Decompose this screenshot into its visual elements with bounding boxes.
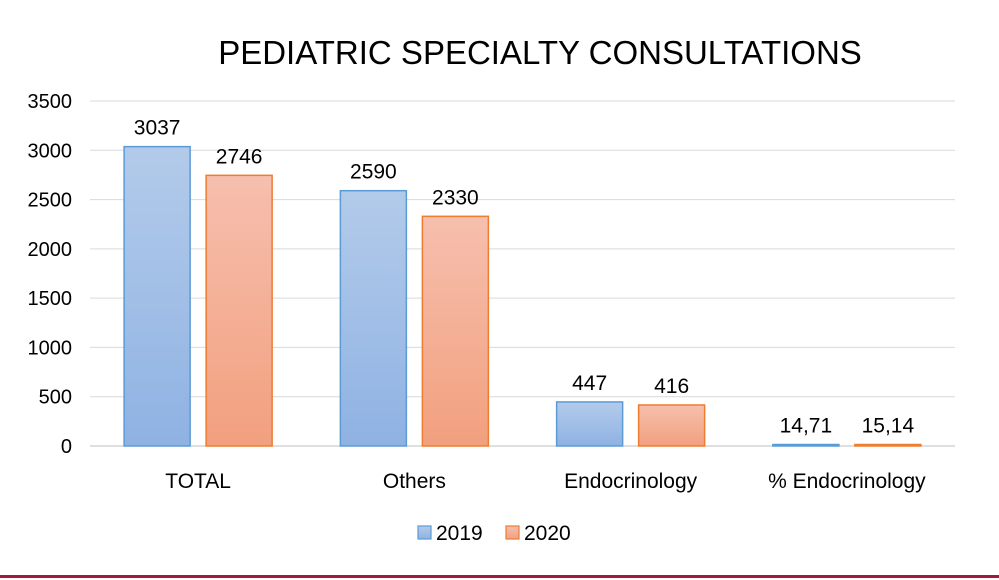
category-label: % Endocrinology [768,470,926,493]
labels: 0 500 1000 1500 2000 2500 3000 3500 3037 2746 TOTA… [28,91,927,493]
bar [205,174,273,447]
y-tick-label: 0 [61,436,72,458]
data-label: 2746 [216,145,263,168]
bar [421,215,490,447]
data-label: 2330 [432,186,479,209]
bottom-divider [0,575,999,578]
bar [123,145,191,447]
y-tick-label: 1000 [28,337,73,359]
data-label: 15,14 [862,415,915,438]
bars [123,145,922,447]
category-label: Others [383,470,446,493]
legend-label: 2020 [524,522,571,545]
bar [555,401,624,447]
y-tick-label: 2000 [28,239,73,261]
bar [854,443,922,447]
y-tick-label: 1500 [28,288,73,310]
bar [339,189,408,447]
y-tick-label: 2500 [28,190,73,212]
category-label: TOTAL [165,470,231,493]
bar [637,404,706,447]
legend: 2019 2020 [417,522,571,545]
chart-title: PEDIATRIC SPECIALTY CONSULTATIONS [218,34,862,71]
data-label: 416 [654,375,689,398]
data-label: 2590 [350,161,397,184]
y-tick-label: 3000 [28,140,73,162]
legend-swatch-2020 [505,525,520,540]
category-label: Endocrinology [564,470,698,493]
y-tick-label: 3500 [28,91,73,113]
data-label: 447 [572,372,607,395]
legend-swatch-2019 [417,525,432,540]
legend-label: 2019 [436,522,483,545]
data-label: 14,71 [780,415,833,438]
bar [772,443,840,447]
y-tick-label: 500 [39,387,72,409]
data-label: 3037 [134,117,181,140]
